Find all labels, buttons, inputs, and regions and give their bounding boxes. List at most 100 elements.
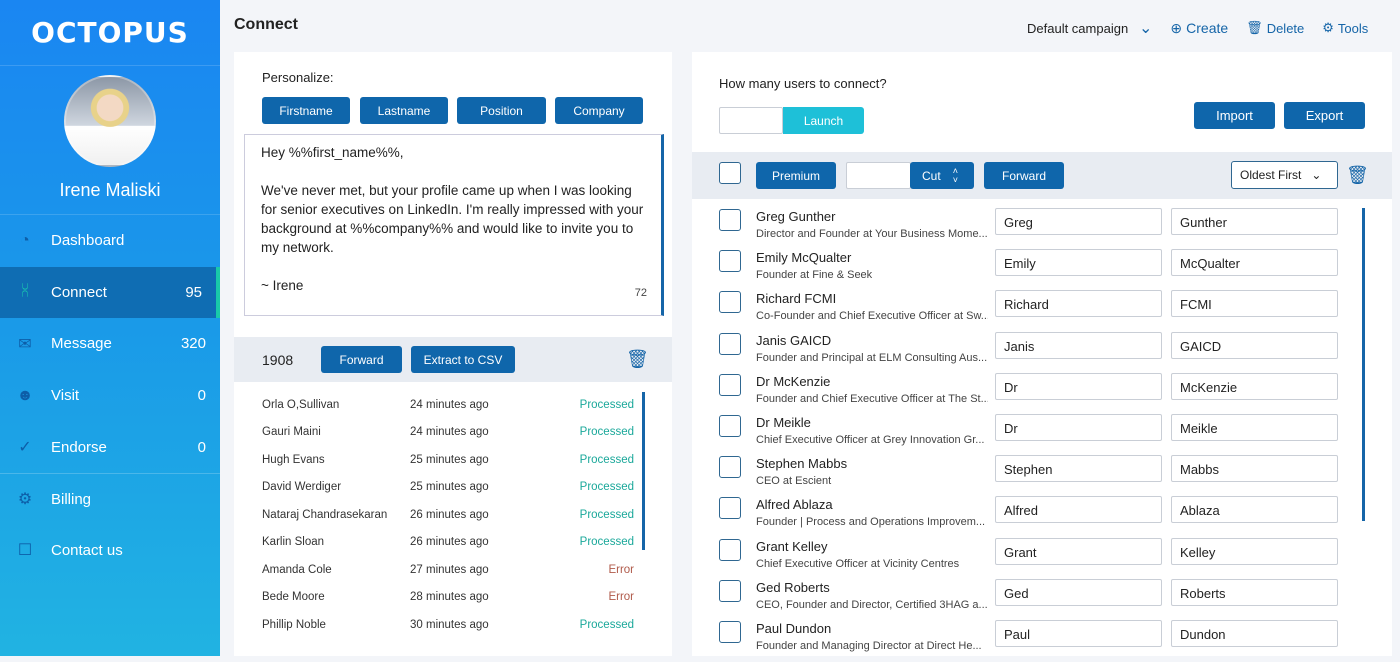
forward-button[interactable]: Forward bbox=[321, 346, 402, 373]
sidebar-item-billing[interactable]: ⚙ Billing bbox=[0, 472, 220, 525]
token-position-button[interactable]: Position bbox=[457, 97, 546, 124]
firstname-field[interactable]: Alfred bbox=[995, 496, 1162, 524]
user-name: Janis GAICD bbox=[756, 332, 832, 348]
gear-icon: ⚙ bbox=[17, 491, 33, 509]
stepper-icon[interactable]: ˄ ˅ bbox=[952, 165, 958, 185]
cut-input[interactable] bbox=[846, 162, 911, 189]
lastname-field[interactable]: Mabbs bbox=[1171, 455, 1338, 483]
tools-button[interactable]: ⚙ Tools bbox=[1322, 20, 1368, 36]
connect-count-input[interactable] bbox=[719, 107, 783, 134]
lastname-field[interactable]: McKenzie bbox=[1171, 372, 1338, 400]
history-status: Processed bbox=[579, 453, 634, 466]
mail-icon: ✉ bbox=[18, 335, 32, 353]
sort-select[interactable]: Oldest First ⌄ bbox=[1231, 161, 1338, 189]
lastname-field[interactable]: Roberts bbox=[1171, 578, 1338, 606]
sidebar-item-dashboard[interactable]: ◔ Dashboard bbox=[0, 215, 220, 267]
history-name: Amanda Cole bbox=[262, 563, 332, 576]
firstname-field[interactable]: Emily bbox=[995, 249, 1162, 277]
firstname-field[interactable]: Stephen bbox=[995, 455, 1162, 483]
history-name: Phillip Noble bbox=[262, 618, 326, 631]
user-name: Ged Roberts bbox=[756, 579, 830, 595]
sidebar-item-count: 0 bbox=[197, 387, 206, 405]
trash-icon[interactable]: 🗑 bbox=[626, 349, 649, 369]
history-time: 30 minutes ago bbox=[410, 618, 489, 631]
sidebar-item-visit[interactable]: ☻ Visit 0 bbox=[0, 370, 220, 422]
user-title: Founder and Chief Executive Officer at T… bbox=[756, 392, 988, 405]
user-title: Founder and Principal at ELM Consulting … bbox=[756, 351, 988, 364]
token-firstname-button[interactable]: Firstname bbox=[262, 97, 350, 124]
scrollbar[interactable] bbox=[1362, 208, 1365, 521]
user-row: Dr McKenzie Founder and Chief Executive … bbox=[700, 372, 1350, 415]
user-name: Emily McQualter bbox=[756, 250, 852, 266]
sidebar-item-contact-us[interactable]: ☐ Contact us bbox=[0, 525, 220, 577]
lastname-field[interactable]: Ablaza bbox=[1171, 496, 1338, 524]
history-row: Amanda Cole 27 minutes ago Error bbox=[262, 556, 634, 583]
import-button[interactable]: Import bbox=[1194, 102, 1275, 129]
message-textarea[interactable]: Hey %%first_name%%, We've never met, but… bbox=[244, 134, 664, 316]
token-lastname-button[interactable]: Lastname bbox=[360, 97, 448, 124]
firstname-field[interactable]: Grant bbox=[995, 537, 1162, 565]
lastname-field[interactable]: Meikle bbox=[1171, 414, 1338, 441]
select-all-checkbox[interactable] bbox=[719, 162, 741, 184]
history-name: Orla O,Sullivan bbox=[262, 398, 340, 411]
token-company-button[interactable]: Company bbox=[555, 97, 643, 124]
user-checkbox[interactable] bbox=[719, 415, 741, 437]
lastname-field[interactable]: Kelley bbox=[1171, 537, 1338, 565]
firstname-field[interactable]: Janis bbox=[995, 331, 1162, 359]
delete-button[interactable]: 🗑 Delete bbox=[1246, 20, 1304, 36]
personalize-label: Personalize: bbox=[262, 70, 334, 85]
lastname-field[interactable]: FCMI bbox=[1171, 290, 1338, 318]
history-status: Error bbox=[608, 563, 634, 576]
lastname-field[interactable]: Gunther bbox=[1171, 208, 1338, 235]
user-checkbox[interactable] bbox=[719, 621, 741, 643]
history-row: Nataraj Chandrasekaran 26 minutes ago Proc… bbox=[262, 501, 634, 528]
user-title: Director and Founder at Your Business Mo… bbox=[756, 228, 988, 240]
sidebar-item-message[interactable]: ✉ Message 320 bbox=[0, 318, 220, 370]
sidebar-item-label: Dashboard bbox=[51, 232, 125, 250]
user-checkbox[interactable] bbox=[719, 291, 741, 314]
firstname-field[interactable]: Greg bbox=[995, 208, 1162, 235]
user-checkbox[interactable] bbox=[719, 456, 741, 479]
user-checkbox[interactable] bbox=[719, 579, 741, 602]
user-title: CEO, Founder and Director, Certified 3HA… bbox=[756, 598, 988, 611]
sidebar-item-endorse[interactable]: ✓ Endorse 0 bbox=[0, 421, 220, 473]
lastname-field[interactable]: McQualter bbox=[1171, 249, 1338, 277]
history-time: 25 minutes ago bbox=[410, 453, 489, 466]
create-button[interactable]: ⊕ Create bbox=[1170, 20, 1228, 37]
sidebar-item-connect[interactable]: ⩆ Connect 95 bbox=[0, 266, 220, 319]
history-status: Processed bbox=[579, 426, 634, 438]
nav-menu: ◔ Dashboard ⩆ Connect 95 ✉ Message 320 ☻ Visit 0 ✓ E… bbox=[0, 214, 220, 576]
user-title: Founder | Process and Operations Improve… bbox=[756, 516, 986, 529]
firstname-field[interactable]: Ged bbox=[995, 578, 1162, 606]
user-checkbox[interactable] bbox=[719, 373, 741, 396]
scrollbar[interactable] bbox=[642, 392, 645, 550]
sidebar-item-label: Endorse bbox=[51, 438, 107, 456]
firstname-field[interactable]: Dr bbox=[995, 414, 1162, 441]
user-row: Janis GAICD Founder and Principal at ELM… bbox=[700, 331, 1350, 374]
firstname-field[interactable]: Paul bbox=[995, 620, 1162, 647]
launch-button[interactable]: Launch bbox=[783, 107, 864, 134]
forward-users-button[interactable]: Forward bbox=[984, 162, 1064, 189]
lastname-field[interactable]: Dundon bbox=[1171, 620, 1338, 647]
premium-button[interactable]: Premium bbox=[756, 162, 836, 189]
user-checkbox[interactable] bbox=[719, 538, 741, 561]
lastname-field[interactable]: GAICD bbox=[1171, 331, 1338, 359]
gear-icon: ⚙ bbox=[1322, 20, 1334, 35]
extract-csv-button[interactable]: Extract to CSV bbox=[411, 346, 515, 373]
trash-icon[interactable]: 🗑 bbox=[1346, 165, 1369, 185]
history-time: 27 minutes ago bbox=[410, 563, 489, 576]
campaign-select[interactable]: Default campaign bbox=[1027, 20, 1129, 36]
user-checkbox[interactable] bbox=[719, 250, 741, 273]
user-checkbox[interactable] bbox=[719, 209, 741, 231]
history-name: Karlin Sloan bbox=[262, 536, 325, 548]
firstname-field[interactable]: Richard bbox=[995, 290, 1162, 318]
user-checkbox[interactable] bbox=[719, 332, 741, 355]
header-actions: Default campaign ⌄ ⊕ Create 🗑 Delete ⚙ Tool… bbox=[1027, 18, 1386, 38]
user-row: Emily McQualter Founder at Fine & Seek E… bbox=[700, 249, 1350, 291]
user-title: Founder at Fine & Seek bbox=[756, 269, 873, 282]
cut-button[interactable]: Cut ˄ ˅ bbox=[910, 162, 974, 189]
export-button[interactable]: Export bbox=[1284, 102, 1365, 129]
firstname-field[interactable]: Dr bbox=[995, 372, 1162, 400]
user-checkbox[interactable] bbox=[719, 497, 741, 520]
chevron-down-icon[interactable]: ⌄ bbox=[1139, 20, 1153, 37]
